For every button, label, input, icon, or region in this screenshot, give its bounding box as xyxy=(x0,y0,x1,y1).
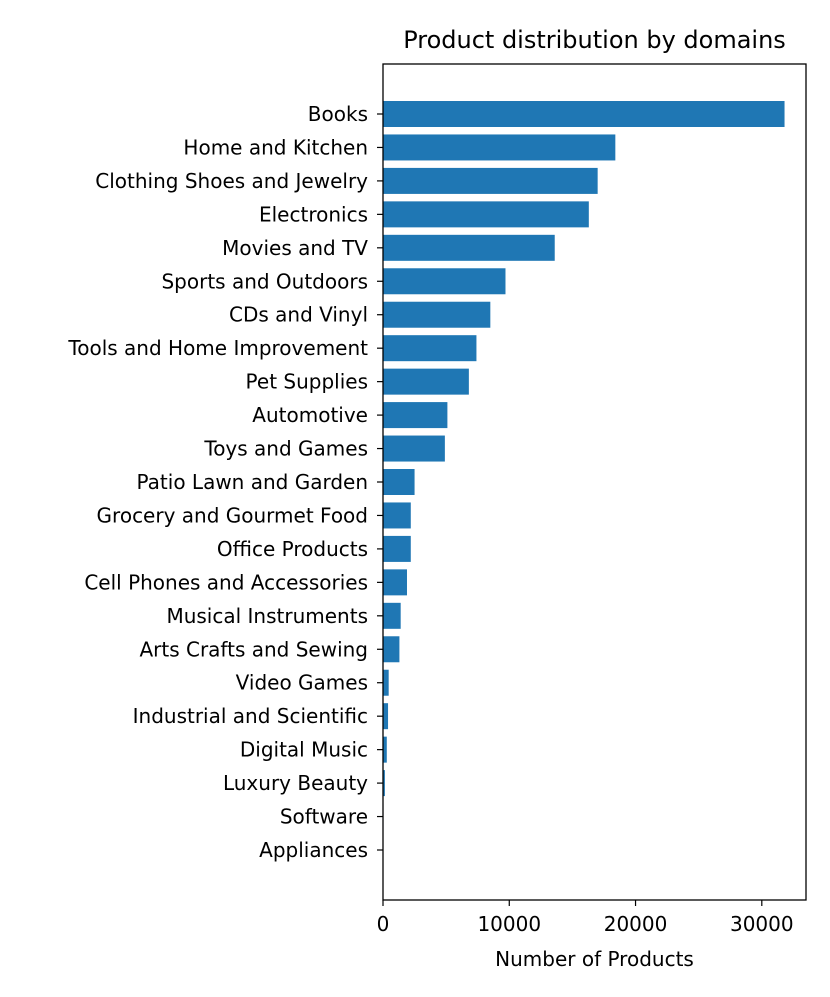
y-tick-label: Patio Lawn and Garden xyxy=(137,470,368,494)
bar-books xyxy=(383,101,785,127)
bar-clothing-shoes-and-jewelry xyxy=(383,167,598,194)
x-tick-label: 0 xyxy=(377,912,390,936)
bar-pet-supplies xyxy=(383,368,469,395)
y-tick-label: Office Products xyxy=(217,537,368,561)
y-tick-label: Toys and Games xyxy=(203,437,368,461)
chart-title: Product distribution by domains xyxy=(403,26,786,54)
y-tick-label: Sports and Outdoors xyxy=(161,269,368,293)
y-tick-label: CDs and Vinyl xyxy=(229,303,368,327)
y-tick-label: Appliances xyxy=(259,838,368,862)
plot-frame xyxy=(382,63,807,901)
y-tick-label: Tools and Home Improvement xyxy=(67,336,368,360)
y-tick-label: Musical Instruments xyxy=(166,604,368,628)
bar-video-games xyxy=(383,669,389,696)
x-tick-label: 20000 xyxy=(604,912,668,936)
bar-tools-and-home-improvement xyxy=(383,335,477,362)
bar-patio-lawn-and-garden xyxy=(383,469,415,495)
bar-office-products xyxy=(383,535,411,562)
y-tick-label: Industrial and Scientific xyxy=(133,704,368,728)
y-tick-label: Digital Music xyxy=(240,738,368,762)
bar-digital-music xyxy=(383,736,387,763)
x-axis-title: Number of Products xyxy=(495,947,694,971)
y-tick-label: Cell Phones and Accessories xyxy=(84,570,368,594)
y-axis-ticks: Books Home and Kitchen Clothing Shoes and … xyxy=(67,102,383,862)
bars-layer xyxy=(383,101,785,863)
bar-cds-and-vinyl xyxy=(383,301,491,328)
y-tick-label: Video Games xyxy=(236,671,368,695)
bar-luxury-beauty xyxy=(383,770,385,797)
x-axis-ticks: 0 10000 20000 30000 xyxy=(377,900,794,936)
y-tick-label: Clothing Shoes and Jewelry xyxy=(95,169,368,193)
y-tick-label: Pet Supplies xyxy=(246,370,368,394)
bar-musical-instruments xyxy=(383,602,401,629)
y-tick-label: Luxury Beauty xyxy=(223,771,368,795)
y-tick-label: Electronics xyxy=(259,202,368,226)
y-tick-label: Grocery and Gourmet Food xyxy=(97,503,368,527)
bar-arts-crafts-and-sewing xyxy=(383,636,400,663)
y-tick-label: Home and Kitchen xyxy=(183,135,368,159)
bar-industrial-and-scientific xyxy=(383,703,389,730)
x-tick-label: 10000 xyxy=(477,912,541,936)
y-tick-label: Arts Crafts and Sewing xyxy=(139,637,368,661)
bar-toys-and-games xyxy=(383,435,445,462)
y-tick-label: Books xyxy=(308,102,368,126)
bar-movies-and-tv xyxy=(383,234,555,261)
y-tick-label: Software xyxy=(280,805,368,829)
bar-grocery-and-gourmet-food xyxy=(383,502,411,529)
bar-home-and-kitchen xyxy=(383,134,616,161)
y-tick-label: Movies and TV xyxy=(222,236,368,260)
bar-automotive xyxy=(383,402,448,429)
bar-sports-and-outdoors xyxy=(383,268,506,295)
bar-electronics xyxy=(383,201,589,228)
y-tick-label: Automotive xyxy=(252,403,368,427)
bar-cell-phones-and-accessories xyxy=(383,569,407,596)
x-tick-label: 30000 xyxy=(730,912,794,936)
